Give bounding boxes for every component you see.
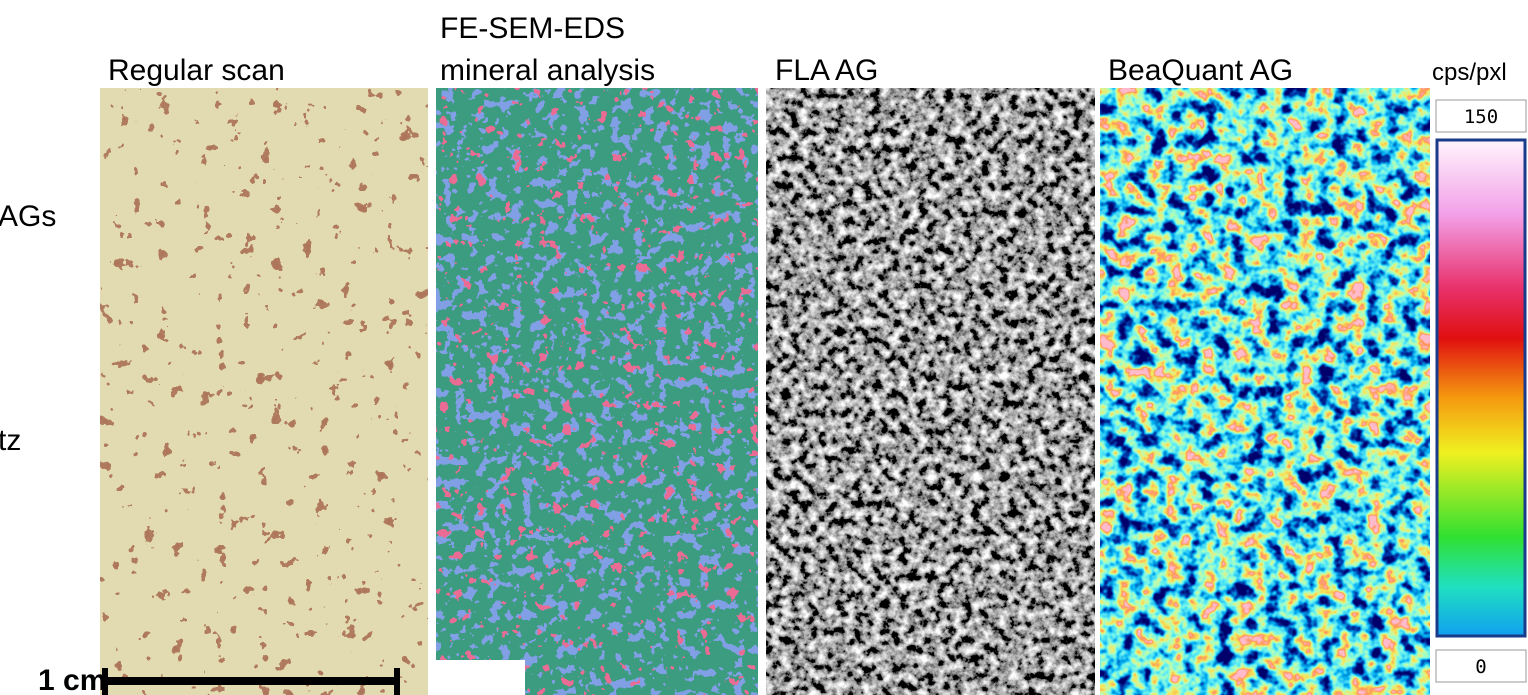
- panel-title: FE-SEM-EDS: [440, 12, 625, 45]
- colorbar-unit: cps/pxl: [1432, 59, 1507, 86]
- side-label: tz: [0, 424, 21, 457]
- colorbar-gradient: [1437, 140, 1525, 636]
- sem-eds-image: [436, 88, 758, 695]
- panel-title: FLA AG: [775, 54, 878, 87]
- colorbar-max: 150: [1464, 106, 1498, 128]
- panel-title: Regular scan: [108, 54, 285, 87]
- scale-bar-label: 1 cm: [38, 664, 106, 695]
- colorbar: 150 0: [1436, 100, 1526, 682]
- regular-scan-image: [100, 88, 428, 695]
- beaquant-image: [1100, 88, 1430, 695]
- colorbar-min: 0: [1475, 656, 1486, 678]
- panel-title: BeaQuant AG: [1108, 54, 1293, 87]
- figure: AGs tz Regular scan FE-SEM-EDS mineral a…: [0, 0, 1528, 695]
- panel-title: mineral analysis: [440, 54, 655, 87]
- side-label: AGs: [0, 200, 56, 233]
- fla-image: [766, 88, 1095, 695]
